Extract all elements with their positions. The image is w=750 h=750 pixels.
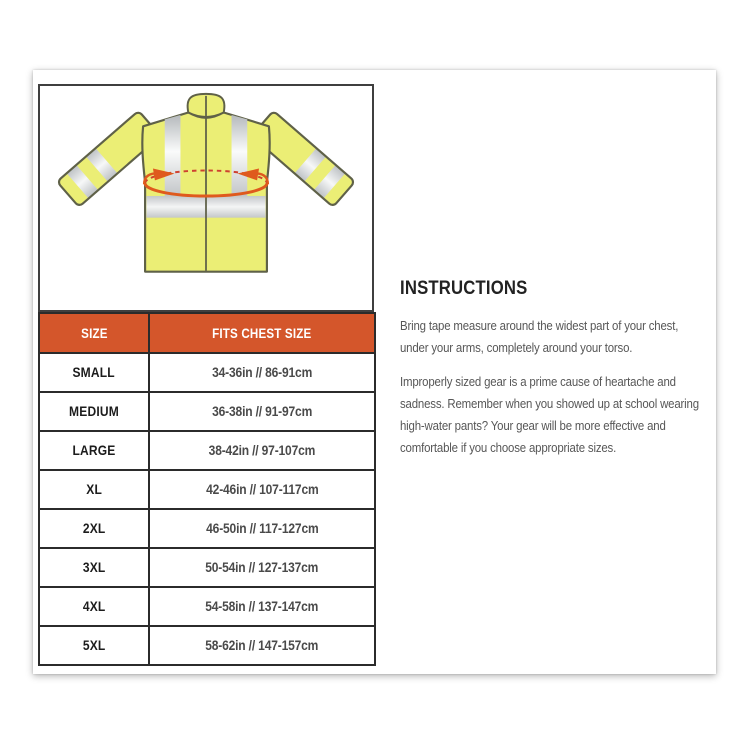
left-sleeve-reflective-stripe [66, 164, 99, 199]
size-table-header-row: SIZE FITS CHEST SIZE [38, 312, 376, 354]
size-cell: SMALL [38, 352, 150, 393]
chest-size-cell: 50-54in // 127-137cm [148, 547, 376, 588]
left-sleeve-reflective-stripe [85, 148, 118, 182]
chest-size-cell: 46-50in // 117-127cm [148, 508, 376, 549]
chest-size-cell: 36-38in // 91-97cm [148, 391, 376, 432]
size-cell: MEDIUM [38, 391, 150, 432]
hi-vis-jacket-illustration [57, 92, 355, 273]
instructions-heading: INSTRUCTIONS [400, 278, 528, 299]
size-column-header: SIZE [38, 312, 150, 354]
size-table-body: SMALL 34-36in // 86-91cm MEDIUM 36-38in // … [38, 352, 376, 666]
chest-size-cell: 34-36in // 86-91cm [148, 352, 376, 393]
right-sleeve-reflective-stripe [313, 164, 346, 199]
instructions-paragraph-2: Improperly sized gear is a prime cause o… [400, 374, 699, 455]
table-row: 3XL 50-54in // 127-137cm [38, 547, 376, 588]
table-row: XL 42-46in // 107-117cm [38, 469, 376, 510]
chest-size-cell: 42-46in // 107-117cm [148, 469, 376, 510]
chest-size-column-header: FITS CHEST SIZE [148, 312, 376, 354]
jacket-right-sleeve [252, 111, 355, 206]
table-row: 5XL 58-62in // 147-157cm [38, 625, 376, 666]
table-row: 4XL 54-58in // 137-147cm [38, 586, 376, 627]
right-sleeve-reflective-stripe [294, 148, 327, 182]
size-cell: 3XL [38, 547, 150, 588]
tape-back-dashed-line [144, 169, 268, 184]
table-row: 2XL 46-50in // 117-127cm [38, 508, 376, 549]
chest-size-cell: 58-62in // 147-157cm [148, 625, 376, 666]
table-row: MEDIUM 36-38in // 91-97cm [38, 391, 376, 432]
size-table: SIZE FITS CHEST SIZE SMALL 34-36in // 86-… [38, 312, 376, 666]
size-cell: 4XL [38, 586, 150, 627]
chest-size-cell: 54-58in // 137-147cm [148, 586, 376, 627]
chest-measure-tape-arrow [142, 168, 270, 198]
jacket-illustration-box [38, 84, 374, 312]
instructions-paragraph-1: Bring tape measure around the widest par… [400, 318, 679, 355]
size-cell: LARGE [38, 430, 150, 471]
instructions-section: INSTRUCTIONS Bring tape measure around t… [400, 278, 704, 471]
chest-reflective-stripe-right [231, 114, 248, 197]
table-row: SMALL 34-36in // 86-91cm [38, 352, 376, 393]
tape-front-line [143, 182, 269, 198]
size-chart-card: SIZE FITS CHEST SIZE SMALL 34-36in // 86-… [33, 70, 716, 674]
size-cell: 5XL [38, 625, 150, 666]
table-row: LARGE 38-42in // 97-107cm [38, 430, 376, 471]
size-cell: 2XL [38, 508, 150, 549]
size-cell: XL [38, 469, 150, 510]
chest-size-cell: 38-42in // 97-107cm [148, 430, 376, 471]
tape-arrowhead-right [237, 168, 260, 181]
chest-reflective-stripe-left [164, 114, 181, 197]
tape-arrowhead-left [152, 168, 175, 181]
